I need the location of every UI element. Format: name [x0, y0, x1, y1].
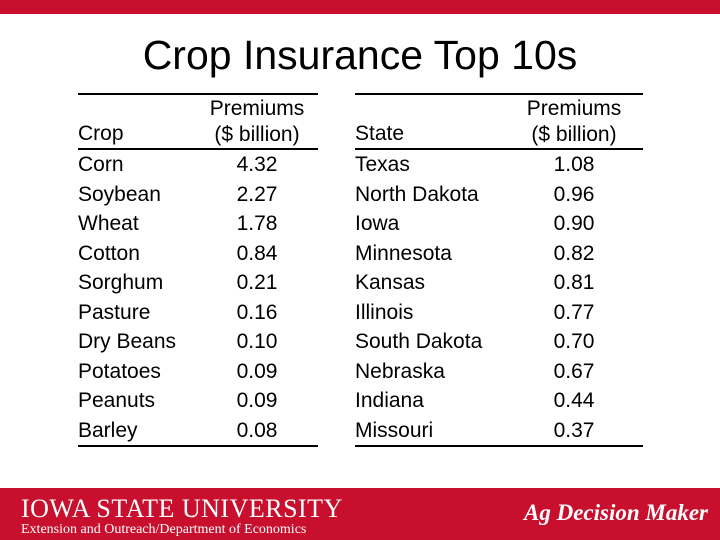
table-row: Minnesota 0.82	[355, 239, 643, 269]
row-label: Missouri	[355, 418, 434, 442]
header-line: Premiums	[209, 97, 305, 120]
row-value: 0.70	[553, 330, 595, 353]
row-label: Peanuts	[78, 389, 156, 412]
row-label: South Dakota	[355, 330, 483, 353]
footer-subtitle: Extension and Outreach/Department of Eco…	[21, 522, 307, 537]
row-label: Corn	[78, 153, 124, 176]
footer-bar: IOWA STATE UNIVERSITY Extension and Outr…	[0, 488, 720, 540]
header-line: ($ billion)	[214, 123, 300, 146]
row-value: 4.32	[236, 153, 278, 176]
row-label: Kansas	[355, 271, 426, 294]
row-value: 0.09	[236, 359, 278, 383]
table-row: Missouri 0.37	[355, 416, 643, 447]
row-label: Potatoes	[78, 359, 161, 383]
row-value: 0.44	[553, 389, 595, 412]
row-label: Cotton	[78, 241, 140, 265]
table-row: Dry Beans 0.10	[78, 327, 318, 357]
row-label: Texas	[355, 153, 410, 176]
row-label: Dry Beans	[78, 330, 177, 353]
row-value: 0.10	[236, 330, 278, 353]
row-value: 0.84	[236, 241, 278, 265]
brand-logo: Ag Decision Maker	[524, 500, 708, 525]
table-row: Cotton 0.84	[78, 239, 318, 269]
table-row: Sorghum 0.21	[78, 268, 318, 298]
row-value: 1.78	[236, 212, 278, 235]
row-value: 0.82	[553, 241, 595, 265]
table-header-row: State Premiums ($ billion)	[355, 94, 643, 150]
row-label: Indiana	[355, 389, 424, 412]
column-header-state: State	[355, 94, 505, 150]
table-row: Kansas 0.81	[355, 268, 643, 298]
row-label: Sorghum	[78, 271, 164, 294]
row-label: Barley	[78, 418, 138, 442]
row-value: 0.81	[553, 271, 595, 294]
row-value: 0.90	[553, 212, 595, 235]
row-label: North Dakota	[355, 182, 479, 206]
row-value: 0.67	[553, 359, 595, 383]
table-row: Illinois 0.77	[355, 298, 643, 328]
row-value: 0.37	[553, 418, 595, 442]
row-label: Illinois	[355, 300, 414, 324]
header-line: ($ billion)	[531, 123, 617, 146]
table-row: Barley 0.08	[78, 416, 318, 447]
slide-title: Crop Insurance Top 10s	[142, 32, 578, 78]
row-label: Pasture	[78, 300, 151, 324]
row-value: 2.27	[236, 182, 278, 206]
row-value: 0.08	[236, 418, 278, 442]
row-value: 1.08	[553, 153, 595, 176]
row-label: Wheat	[78, 212, 139, 235]
table-row: Corn 4.32	[78, 149, 318, 180]
table-row: Pasture 0.16	[78, 298, 318, 328]
crop-premiums-table: Crop Premiums ($ billion) Corn 4.32 Soybea…	[78, 93, 318, 447]
row-value: 0.21	[236, 271, 278, 294]
table-row: Indiana 0.44	[355, 386, 643, 416]
table-row: South Dakota 0.70	[355, 327, 643, 357]
table-row: North Dakota 0.96	[355, 180, 643, 210]
row-value: 0.96	[553, 182, 595, 206]
row-label: Minnesota	[355, 241, 452, 265]
row-value: 0.16	[236, 300, 278, 324]
row-value: 0.09	[236, 389, 278, 412]
row-label: Nebraska	[355, 359, 445, 383]
table-row: Soybean 2.27	[78, 180, 318, 210]
column-header-premiums: Premiums ($ billion)	[196, 94, 318, 150]
table-row: Nebraska 0.67	[355, 357, 643, 387]
table-row: Potatoes 0.09	[78, 357, 318, 387]
row-label: Iowa	[355, 212, 400, 235]
table-row: Texas 1.08	[355, 149, 643, 180]
column-header-crop: Crop	[78, 94, 196, 150]
column-header-premiums: Premiums ($ billion)	[505, 94, 643, 150]
table-header-row: Crop Premiums ($ billion)	[78, 94, 318, 150]
row-label: Soybean	[78, 182, 161, 206]
table-row: Wheat 1.78	[78, 209, 318, 239]
table-row: Iowa 0.90	[355, 209, 643, 239]
top-accent-bar	[0, 0, 720, 14]
university-logo: IOWA STATE UNIVERSITY	[21, 494, 343, 523]
table-row: Peanuts 0.09	[78, 386, 318, 416]
row-value: 0.77	[553, 300, 595, 324]
header-line: Premiums	[526, 97, 622, 120]
state-premiums-table: State Premiums ($ billion) Texas 1.08 Nort…	[355, 93, 643, 447]
